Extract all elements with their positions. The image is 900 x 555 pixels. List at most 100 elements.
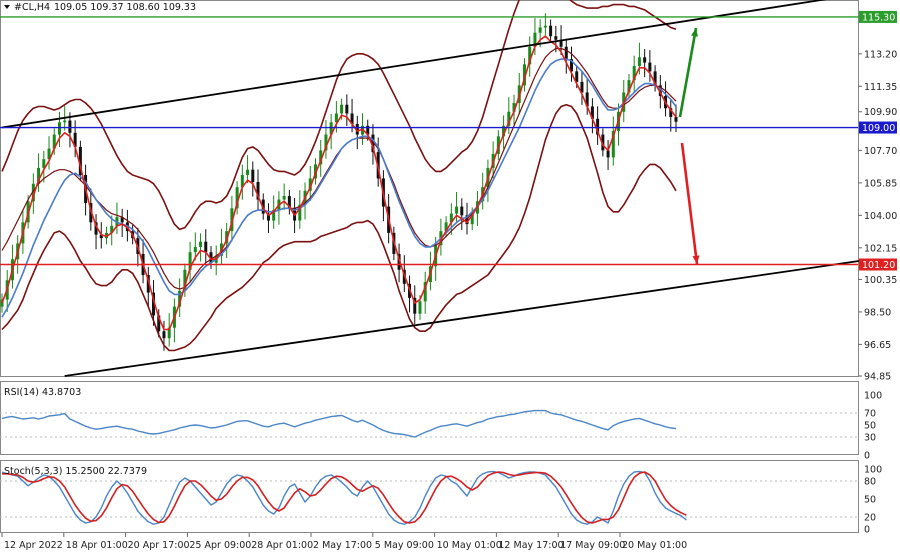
candle bbox=[570, 59, 574, 72]
x-tick-label: 17 May 09:00 bbox=[560, 540, 625, 551]
candle bbox=[99, 234, 103, 239]
y-tick-label: 109.90 bbox=[864, 107, 897, 118]
moving-average-fast bbox=[1, 35, 677, 331]
price-badge-support bbox=[859, 258, 897, 271]
candle bbox=[543, 25, 547, 28]
x-tick-label: 10 May 01:00 bbox=[437, 540, 502, 551]
candle bbox=[470, 213, 474, 225]
candle bbox=[319, 150, 323, 165]
candle bbox=[559, 39, 563, 47]
candle bbox=[188, 252, 192, 270]
candle bbox=[157, 315, 161, 332]
rsi-title: RSI(14) 43.8703 bbox=[4, 387, 81, 398]
candle bbox=[329, 122, 333, 135]
stoch-panel bbox=[0, 470, 858, 525]
candle bbox=[167, 327, 171, 339]
symbol-dropdown-icon[interactable] bbox=[4, 5, 10, 9]
candle bbox=[178, 290, 182, 307]
candle bbox=[465, 215, 469, 225]
y-tick-label: 94.85 bbox=[864, 372, 891, 383]
candle bbox=[146, 275, 150, 293]
stoch-main-line bbox=[1, 470, 687, 525]
candle bbox=[73, 132, 77, 147]
annotations: 115.30 109.00 101.20 bbox=[678, 10, 897, 271]
rsi-panel bbox=[0, 409, 858, 438]
candle bbox=[298, 204, 302, 221]
arrow-up-icon-head bbox=[691, 28, 698, 37]
candle bbox=[585, 92, 589, 107]
price-badge-resistance bbox=[859, 10, 897, 23]
candle bbox=[397, 253, 401, 270]
x-tick-label: 18 Apr 01:00 bbox=[66, 540, 128, 551]
price-badge-label: 101.20 bbox=[862, 260, 895, 271]
x-tick-label: 28 Apr 01:00 bbox=[251, 540, 313, 551]
candle bbox=[31, 183, 35, 202]
main-panel-frame bbox=[0, 0, 859, 377]
candle bbox=[57, 122, 61, 135]
candle bbox=[444, 222, 448, 232]
x-tick-label: 2 May 17:00 bbox=[313, 540, 372, 551]
stoch-tick-label: 0 bbox=[864, 525, 870, 536]
candle bbox=[596, 118, 600, 135]
candle bbox=[340, 104, 344, 114]
candle bbox=[601, 134, 605, 151]
candle bbox=[266, 213, 270, 221]
y-tick-label: 102.15 bbox=[864, 243, 897, 254]
stoch-signal-line bbox=[2, 471, 687, 524]
candle bbox=[120, 217, 124, 223]
y-tick-label: 113.20 bbox=[864, 49, 897, 60]
x-tick-label: 5 May 09:00 bbox=[375, 540, 434, 551]
arrow-up-icon bbox=[678, 27, 698, 118]
candle bbox=[345, 104, 349, 114]
x-tick-label: 12 Apr 2022 bbox=[4, 540, 63, 551]
bollinger-middle bbox=[1, 47, 677, 290]
candle bbox=[575, 71, 579, 82]
candle bbox=[251, 169, 255, 182]
x-tick-label: 12 May 17:00 bbox=[498, 540, 563, 551]
y-tick-label: 104.00 bbox=[864, 211, 897, 222]
axes: 115.30 113.20 111.35 109.90 107.70 105.85 104.… bbox=[1, 12, 897, 551]
candle bbox=[272, 210, 276, 221]
candle bbox=[549, 25, 553, 37]
stoch-title: Stoch(5,3,3) 15.2500 22.7379 bbox=[4, 466, 147, 477]
candle bbox=[209, 252, 213, 263]
channel-lower-line bbox=[64, 260, 859, 377]
candle bbox=[152, 292, 156, 316]
ohlc-readout: 109.05 109.37 108.60 109.33 bbox=[54, 2, 196, 13]
y-tick-label: 107.70 bbox=[864, 146, 897, 157]
candle bbox=[371, 134, 375, 153]
candle bbox=[512, 102, 516, 112]
x-tick-label: 20 Apr 17:00 bbox=[128, 540, 190, 551]
candle bbox=[256, 181, 260, 200]
candle bbox=[183, 269, 187, 291]
candle bbox=[449, 213, 453, 223]
candle bbox=[423, 282, 427, 302]
candle bbox=[533, 32, 537, 47]
candle bbox=[287, 196, 291, 209]
arrow-down-icon-head bbox=[692, 255, 700, 264]
candle bbox=[627, 80, 631, 93]
candle bbox=[246, 169, 250, 175]
price-badge-label: 109.00 bbox=[862, 123, 895, 134]
stoch-panel-frame bbox=[0, 460, 859, 533]
candle bbox=[78, 146, 82, 175]
candle bbox=[564, 46, 568, 60]
y-tick-label: 111.35 bbox=[864, 82, 897, 93]
candle bbox=[193, 246, 197, 253]
candle bbox=[507, 111, 511, 126]
candle bbox=[455, 206, 459, 214]
candle bbox=[334, 113, 338, 123]
candle bbox=[324, 134, 328, 151]
candle bbox=[554, 36, 558, 40]
candle bbox=[637, 57, 641, 67]
symbol-label: #CL,H4 bbox=[14, 2, 50, 13]
candle bbox=[658, 85, 662, 96]
candle bbox=[204, 241, 208, 253]
y-tick-label: 98.50 bbox=[864, 307, 891, 318]
bollinger-upper bbox=[1, 0, 677, 231]
candle bbox=[502, 125, 506, 137]
rsi-panel-frame bbox=[0, 381, 859, 455]
candle bbox=[674, 117, 678, 122]
stoch-tick-label: 20 bbox=[864, 513, 876, 524]
y-tick-label: 96.65 bbox=[864, 340, 891, 351]
